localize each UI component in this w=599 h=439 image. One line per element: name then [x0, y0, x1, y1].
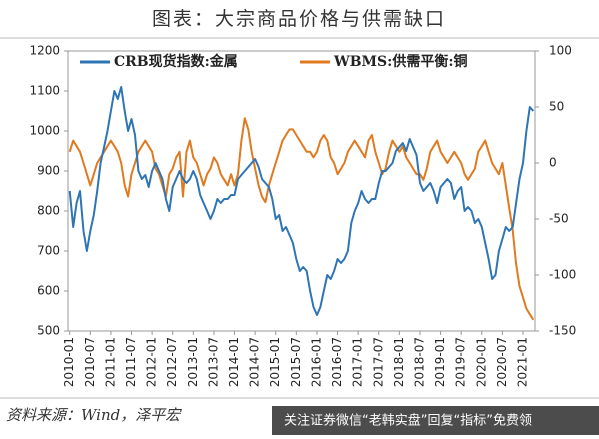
- y2-tick-label: 100: [549, 44, 572, 58]
- y-tick-label: 1200: [29, 44, 60, 58]
- legend-label: WBMS:供需平衡:铜: [333, 53, 468, 70]
- x-tick-label: 2015-07: [289, 337, 303, 387]
- y2-tick-label: -50: [549, 212, 569, 226]
- watermark: 关注证券微信“老韩实盘”回复“指标”免费领: [284, 413, 532, 429]
- chart-title: 图表：大宗商品价格与供需缺口: [152, 8, 446, 30]
- y-tick-label: 600: [37, 284, 60, 298]
- series-line: [68, 117, 535, 321]
- x-tick-label: 2013-07: [206, 337, 220, 387]
- x-tick-label: 2010-07: [83, 337, 97, 387]
- y-tick-label: 1100: [29, 84, 60, 98]
- x-tick-label: 2018-07: [412, 337, 426, 387]
- watermark-bg: [272, 406, 599, 435]
- x-tick-label: 2017-01: [351, 337, 365, 387]
- y-tick-label: 700: [37, 244, 60, 258]
- x-tick-label: 2021-01: [515, 337, 529, 387]
- y-tick-label: 500: [37, 324, 60, 338]
- series-line: [68, 86, 535, 316]
- x-tick-label: 2016-07: [330, 337, 344, 387]
- source: 资料来源：Wind，泽平宏: [6, 406, 182, 424]
- y2-tick-label: 0: [549, 156, 557, 170]
- y-tick-label: 1000: [29, 124, 60, 138]
- x-tick-label: 2012-01: [145, 337, 159, 387]
- y-tick-label: 900: [37, 164, 60, 178]
- x-tick-label: 2016-01: [309, 337, 323, 387]
- y-tick-label: 800: [37, 204, 60, 218]
- legend-label: CRB现货指数:金属: [114, 53, 238, 70]
- y2-tick-label: -150: [549, 324, 576, 338]
- y2-tick-label: 50: [549, 100, 564, 114]
- x-tick-label: 2017-07: [371, 337, 385, 387]
- plot-frame: [67, 50, 536, 332]
- x-tick-label: 2011-01: [103, 337, 117, 387]
- x-tick-label: 2019-07: [454, 337, 468, 387]
- x-tick-label: 2020-01: [474, 337, 488, 387]
- x-tick-label: 2014-07: [248, 337, 262, 387]
- x-tick-label: 2010-01: [62, 337, 76, 387]
- x-tick-label: 2013-01: [186, 337, 200, 387]
- x-tick-label: 2020-07: [495, 337, 509, 387]
- y2-tick-label: -100: [549, 268, 576, 282]
- x-tick-label: 2014-01: [227, 337, 241, 387]
- x-tick-label: 2015-01: [268, 337, 282, 387]
- x-tick-label: 2019-01: [433, 337, 447, 387]
- x-tick-label: 2012-07: [165, 337, 179, 387]
- x-tick-label: 2018-01: [392, 337, 406, 387]
- x-tick-label: 2011-07: [124, 337, 138, 387]
